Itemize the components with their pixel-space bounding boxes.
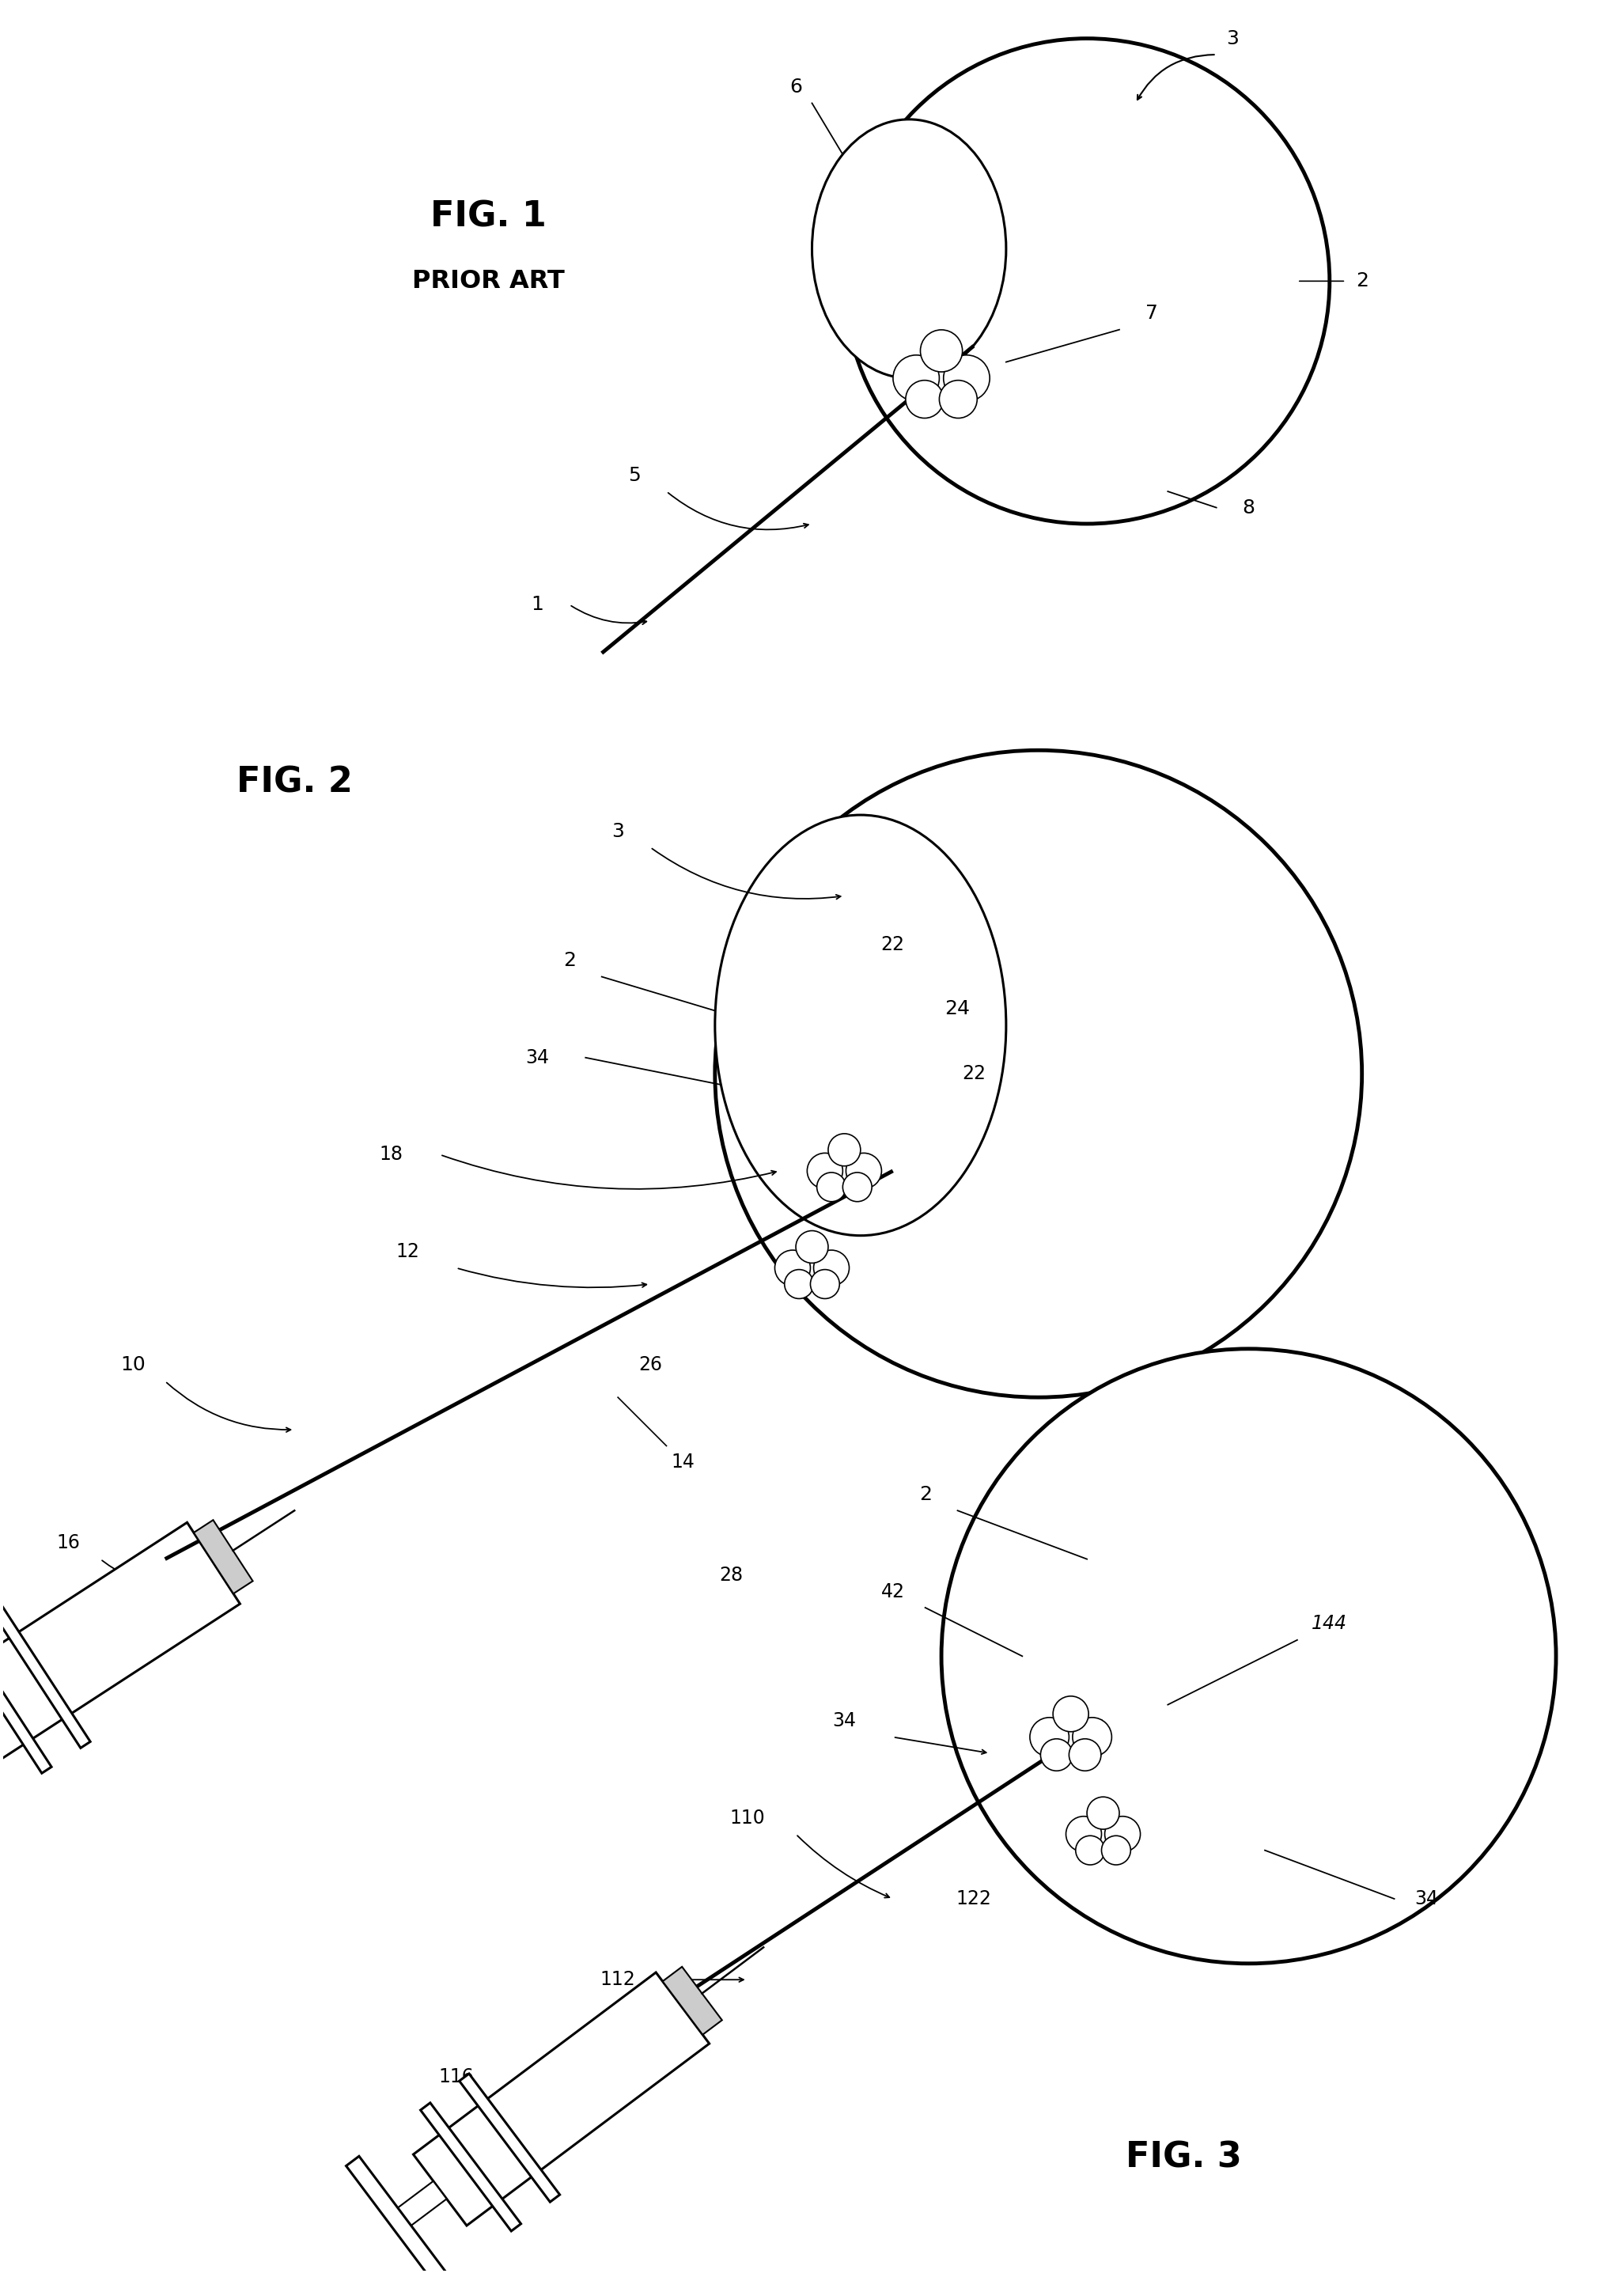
Circle shape xyxy=(1086,1797,1119,1828)
Text: 2: 2 xyxy=(919,1485,932,1503)
Text: 12: 12 xyxy=(396,1243,419,1261)
Circle shape xyxy=(893,355,939,401)
Text: 3: 3 xyxy=(612,822,624,840)
Text: 5: 5 xyxy=(628,467,640,485)
Circle shape xyxy=(844,39,1330,524)
Text: 3: 3 xyxy=(1226,30,1239,48)
Circle shape xyxy=(1046,1712,1096,1762)
Circle shape xyxy=(822,1148,867,1193)
Polygon shape xyxy=(0,1523,240,1762)
Circle shape xyxy=(1080,1812,1125,1856)
Text: PRIOR ART: PRIOR ART xyxy=(412,269,565,294)
Circle shape xyxy=(789,1246,835,1291)
Circle shape xyxy=(944,355,989,401)
Polygon shape xyxy=(460,2074,560,2202)
Text: 18: 18 xyxy=(380,1145,403,1164)
Circle shape xyxy=(939,380,978,419)
Circle shape xyxy=(1069,1740,1101,1772)
Polygon shape xyxy=(193,1521,253,1594)
Polygon shape xyxy=(0,1603,91,1749)
Text: 34: 34 xyxy=(525,1047,549,1068)
Text: 6: 6 xyxy=(789,77,802,96)
Text: 14: 14 xyxy=(671,1453,695,1471)
Circle shape xyxy=(1101,1835,1130,1865)
Circle shape xyxy=(913,348,971,408)
Circle shape xyxy=(921,330,963,371)
Text: 42: 42 xyxy=(880,1583,905,1601)
Circle shape xyxy=(817,1173,846,1202)
Ellipse shape xyxy=(812,118,1007,378)
Text: 2: 2 xyxy=(1356,271,1369,291)
Text: 2: 2 xyxy=(564,952,577,970)
Text: 110: 110 xyxy=(729,1808,765,1828)
Circle shape xyxy=(906,380,944,419)
Circle shape xyxy=(796,1230,828,1264)
Circle shape xyxy=(1072,1717,1112,1756)
Text: 28: 28 xyxy=(719,1567,744,1585)
Polygon shape xyxy=(414,1972,710,2225)
Circle shape xyxy=(1030,1717,1069,1756)
Text: 144: 144 xyxy=(1312,1614,1348,1633)
Text: 22: 22 xyxy=(880,936,905,954)
Circle shape xyxy=(846,1152,882,1189)
Text: FIG. 1: FIG. 1 xyxy=(430,200,547,235)
Polygon shape xyxy=(385,2181,447,2236)
Text: 34: 34 xyxy=(1415,1890,1439,1908)
Ellipse shape xyxy=(715,815,1007,1236)
Text: 34: 34 xyxy=(833,1712,856,1731)
Circle shape xyxy=(828,1134,861,1166)
Circle shape xyxy=(814,1250,849,1287)
Text: 1: 1 xyxy=(531,594,544,615)
Text: 22: 22 xyxy=(961,1063,986,1084)
Text: 112: 112 xyxy=(601,1970,635,1990)
Circle shape xyxy=(1065,1817,1101,1851)
Text: 7: 7 xyxy=(1145,305,1158,323)
Circle shape xyxy=(807,1152,843,1189)
Circle shape xyxy=(775,1250,810,1287)
Polygon shape xyxy=(346,2156,450,2277)
Text: FIG. 3: FIG. 3 xyxy=(1125,2140,1242,2175)
Polygon shape xyxy=(663,1967,723,2036)
Text: 116: 116 xyxy=(438,2068,474,2086)
Circle shape xyxy=(1075,1835,1104,1865)
Text: 8: 8 xyxy=(1242,499,1255,517)
Text: FIG. 2: FIG. 2 xyxy=(237,765,352,799)
Circle shape xyxy=(1041,1740,1072,1772)
Circle shape xyxy=(843,1173,872,1202)
Text: 122: 122 xyxy=(957,1890,992,1908)
Text: 10: 10 xyxy=(120,1355,145,1375)
Circle shape xyxy=(715,749,1363,1398)
Circle shape xyxy=(1104,1817,1140,1851)
Circle shape xyxy=(810,1271,840,1298)
Text: 26: 26 xyxy=(638,1355,663,1375)
Circle shape xyxy=(1052,1696,1088,1733)
Circle shape xyxy=(942,1348,1556,1963)
Text: 24: 24 xyxy=(945,1000,970,1018)
Circle shape xyxy=(784,1271,814,1298)
Text: 16: 16 xyxy=(57,1532,80,1553)
Polygon shape xyxy=(0,1628,52,1774)
Polygon shape xyxy=(421,2102,521,2231)
